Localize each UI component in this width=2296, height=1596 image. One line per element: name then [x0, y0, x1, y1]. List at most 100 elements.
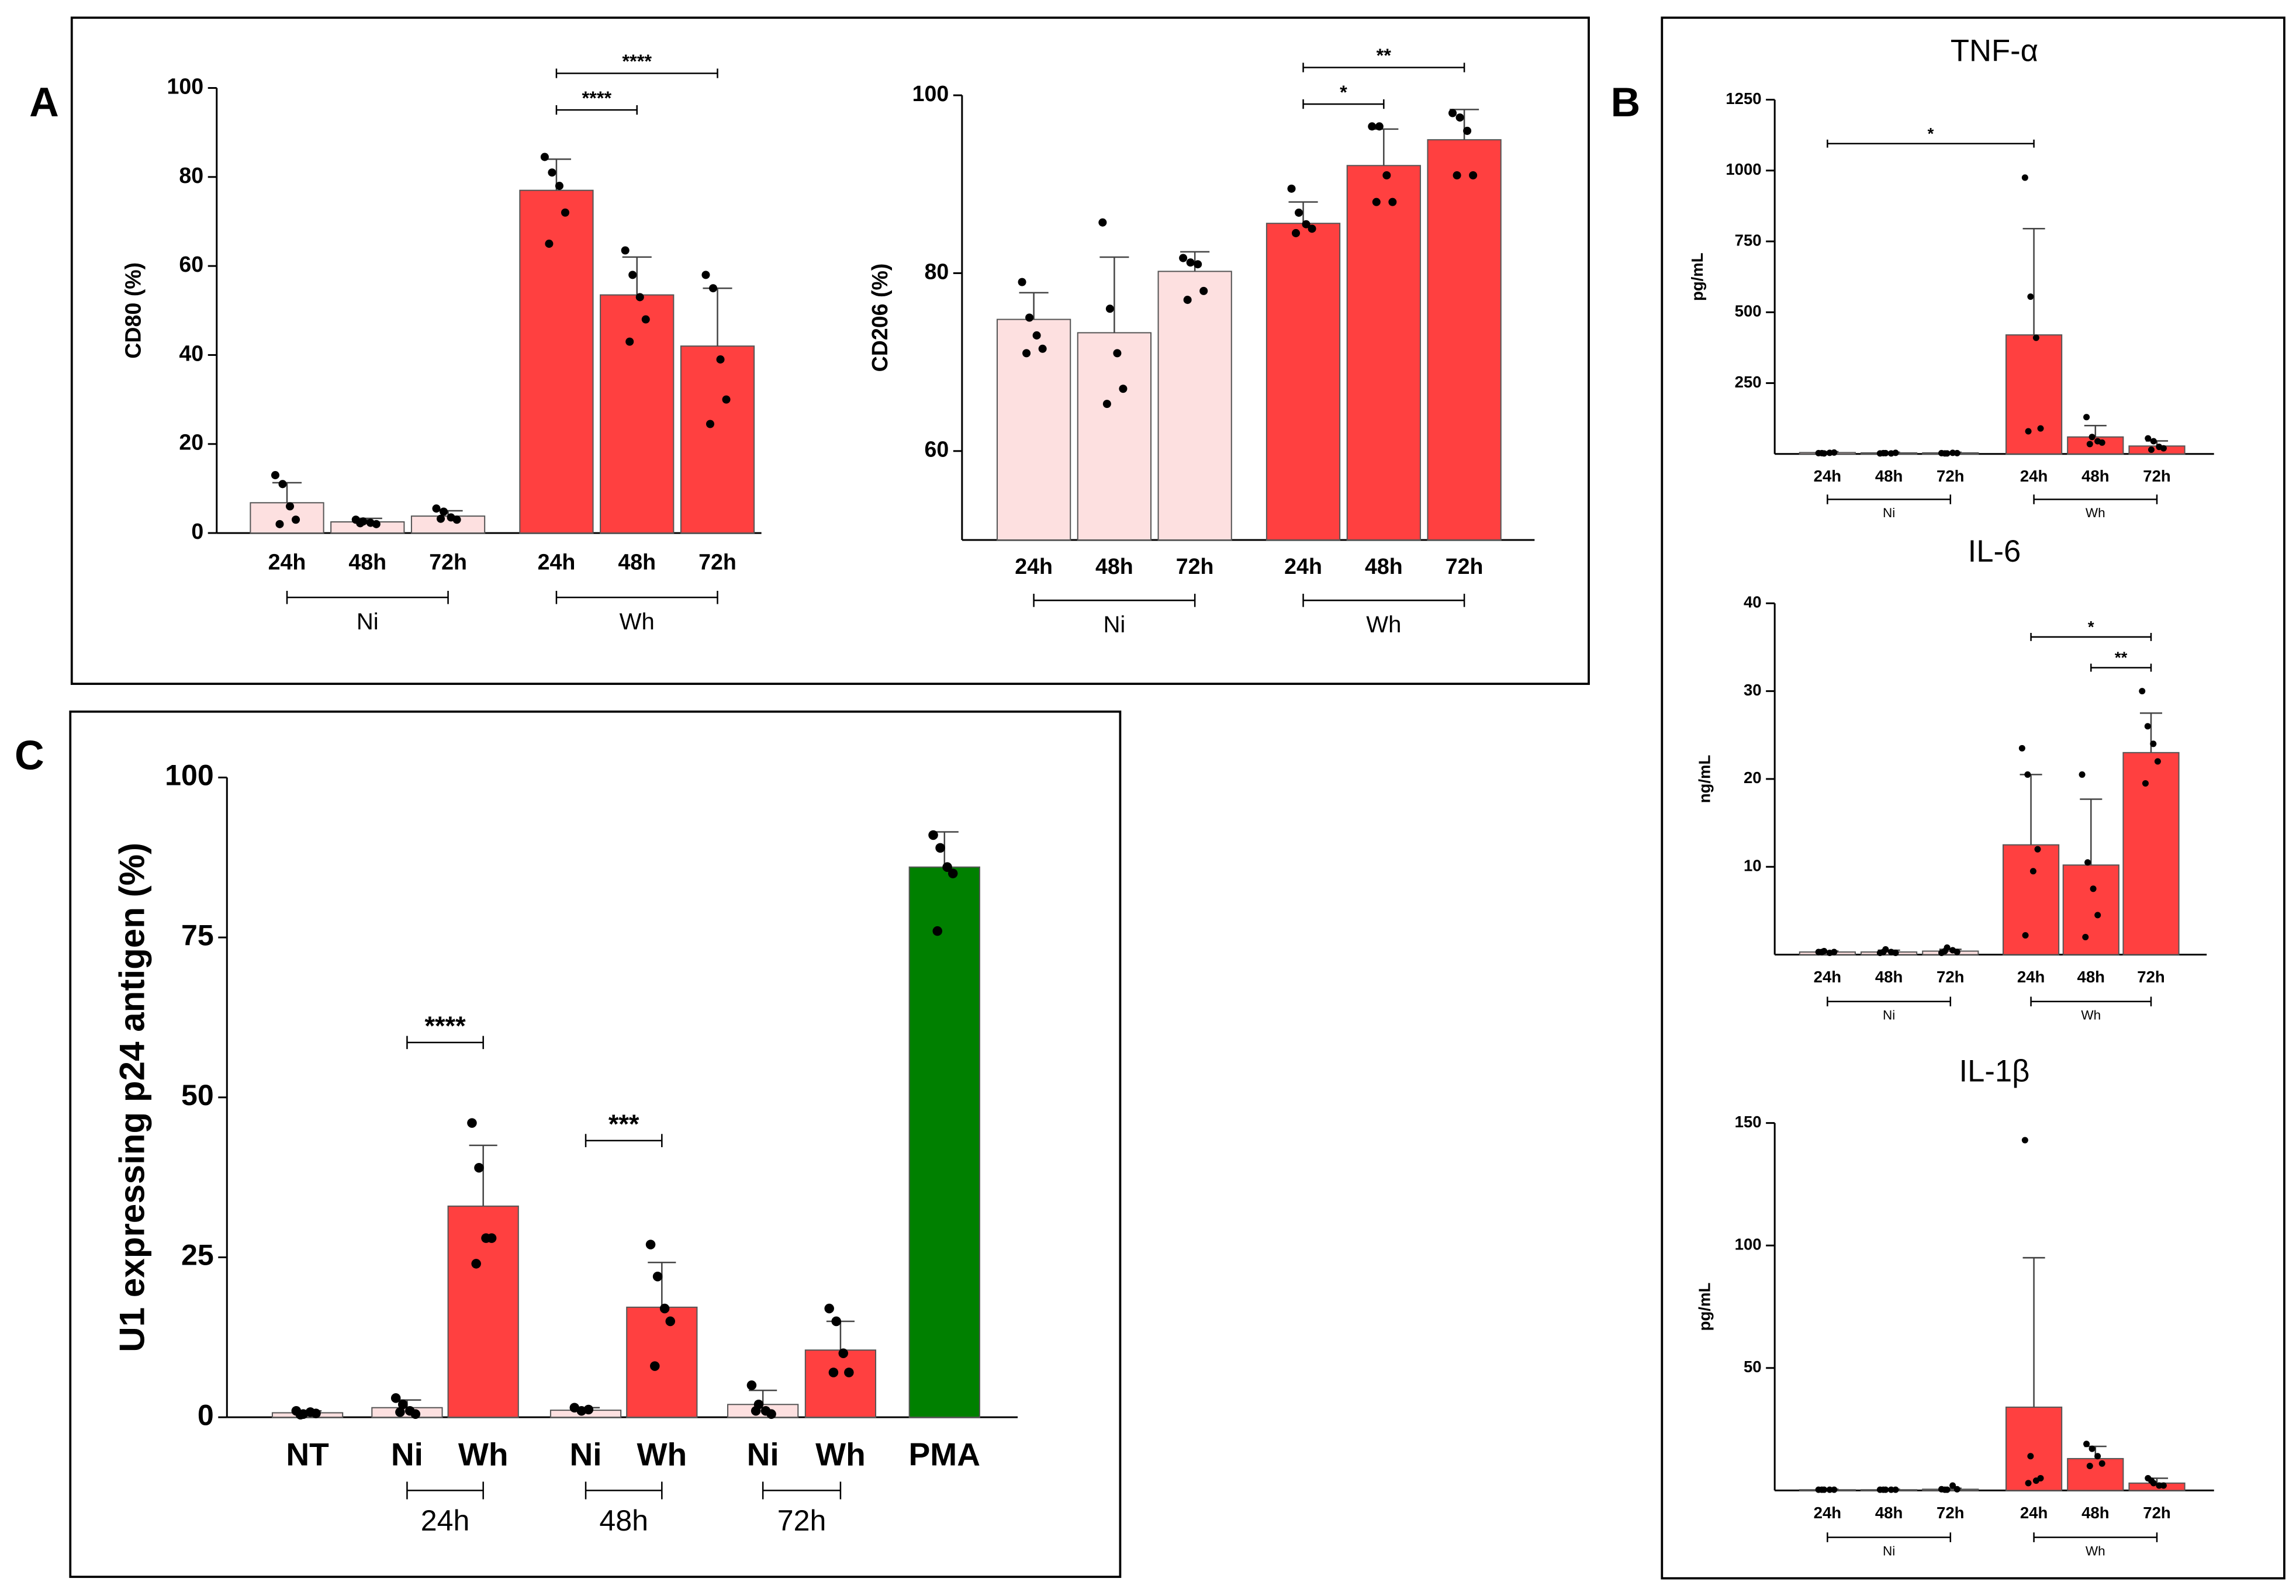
group-bracket [1302, 594, 1465, 607]
y-tick-label: 20 [1744, 768, 1762, 787]
data-point [1018, 278, 1026, 286]
data-point [555, 182, 563, 191]
data-point [2150, 740, 2157, 747]
error-bar [2022, 1256, 2045, 1407]
error-bar [648, 1261, 676, 1307]
bar [2062, 864, 2119, 955]
bar [1265, 223, 1341, 541]
data-point [1892, 1486, 1899, 1493]
panel-frame [1661, 16, 2285, 1580]
data-point [1025, 313, 1034, 322]
data-point [2094, 912, 2101, 919]
x-tick-label: 48h [1095, 554, 1133, 579]
data-point [1831, 948, 1838, 955]
data-point [665, 1316, 676, 1327]
data-point [1880, 449, 1887, 456]
data-point [452, 515, 461, 524]
data-point [395, 1407, 405, 1417]
group-label: Ni [357, 609, 379, 635]
data-point [2018, 745, 2025, 752]
y-tick-label: 60 [925, 437, 949, 462]
y-tick-label: 100 [165, 759, 214, 792]
data-point [1831, 449, 1838, 456]
data-point [722, 395, 731, 404]
x-tick-label: NT [286, 1436, 329, 1472]
data-point [2086, 441, 2093, 448]
group-label: Wh [620, 609, 655, 635]
data-point [1818, 948, 1825, 955]
data-point [2142, 780, 2149, 787]
x-tick-label: 24h [1814, 1504, 1841, 1522]
group-bracket [2030, 996, 2152, 1006]
group-bracket [555, 591, 718, 604]
data-point [1194, 260, 1202, 269]
x-tick-label: Wh [458, 1436, 509, 1472]
group-bracket [1827, 996, 1952, 1006]
bar [626, 1306, 698, 1418]
data-point [2150, 438, 2157, 445]
error-bar [2020, 774, 2042, 845]
y-tick-label: 80 [925, 259, 949, 283]
data-point [948, 868, 958, 878]
data-point [1941, 1486, 1948, 1493]
data-point [766, 1409, 776, 1419]
data-point [2148, 1477, 2155, 1484]
data-point [1892, 950, 1899, 957]
data-point [824, 1303, 834, 1314]
x-tick-label: 24h [268, 550, 306, 574]
data-point [2027, 293, 2034, 300]
x-tick-label: 72h [2137, 968, 2164, 986]
x-tick-label: PMA [909, 1436, 980, 1472]
error-bar [826, 1320, 855, 1351]
group-label: Wh [2081, 1008, 2101, 1022]
data-point [1292, 229, 1301, 237]
data-point [1949, 1482, 1956, 1489]
data-point [2025, 1480, 2032, 1487]
x-tick-label: 24h [1284, 554, 1322, 579]
group-bracket [1033, 594, 1196, 607]
error-bar [2139, 712, 2163, 753]
data-point [397, 1399, 408, 1410]
y-tick-label: 100 [912, 81, 949, 106]
data-point [1287, 184, 1296, 193]
y-tick-label: 25 [181, 1239, 214, 1272]
x-tick-label: 72h [1937, 467, 1964, 485]
data-point [2027, 1453, 2034, 1460]
data-point [1179, 254, 1188, 262]
significance-bracket [555, 105, 638, 115]
data-point [486, 1233, 497, 1243]
data-point [432, 504, 441, 513]
data-point [2086, 1462, 2093, 1470]
data-point [2025, 428, 2032, 435]
group-bracket [1827, 494, 1952, 504]
x-tick-label: 24h [2017, 968, 2045, 986]
data-point [1463, 126, 1472, 135]
panel-letter: C [15, 732, 44, 778]
error-bar [2022, 227, 2045, 335]
x-tick-label: 48h [2081, 467, 2109, 485]
error-bar [2084, 425, 2107, 437]
error-bar [469, 1144, 497, 1206]
data-point [2156, 1482, 2163, 1489]
bar [600, 294, 675, 534]
y-tick-label: 100 [1735, 1235, 1762, 1254]
data-point [1295, 208, 1303, 217]
data-point [1038, 344, 1047, 353]
data-point [437, 514, 445, 523]
data-point [295, 1410, 306, 1420]
data-point [1032, 331, 1041, 340]
data-point [2032, 334, 2039, 341]
chart-title: IL-1β [1959, 1054, 2030, 1088]
data-point [1302, 220, 1310, 229]
y-tick-label: 750 [1735, 231, 1762, 249]
x-tick-label: Ni [569, 1436, 601, 1472]
y-tick-label: 30 [1744, 681, 1762, 699]
group-bracket [406, 1481, 484, 1500]
significance-bracket [585, 1134, 663, 1147]
data-point [2098, 1460, 2105, 1467]
data-point [1892, 449, 1899, 456]
data-point [2088, 1445, 2096, 1452]
data-point [356, 519, 365, 528]
y-tick-label: 0 [191, 519, 203, 543]
data-point [1831, 1486, 1838, 1493]
